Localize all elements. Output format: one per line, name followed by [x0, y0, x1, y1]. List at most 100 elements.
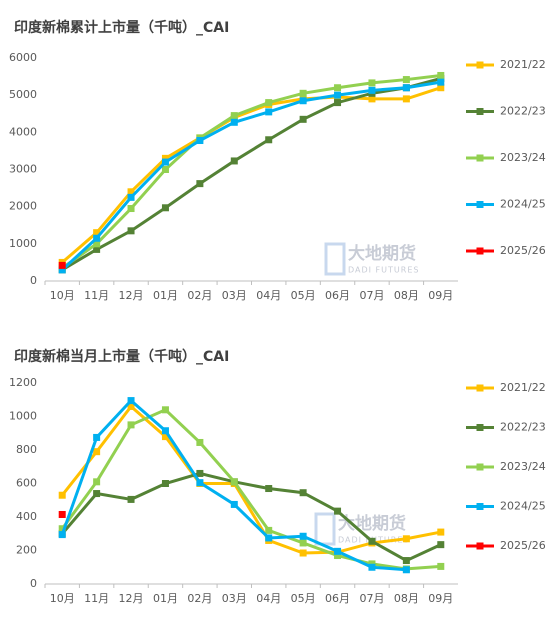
y-tick-label: 4000 [9, 125, 37, 138]
point [299, 539, 307, 547]
x-tick-label: 02月 [187, 592, 212, 605]
point [402, 535, 410, 543]
y-tick-label: 0 [30, 274, 37, 287]
x-tick-label: 05月 [291, 289, 316, 302]
point [437, 78, 445, 86]
point [127, 402, 135, 410]
watermark: 大地期货 [348, 243, 416, 264]
legend-marker [476, 247, 484, 255]
y-tick-label: 800 [16, 443, 37, 456]
point [334, 84, 342, 92]
legend-marker [476, 384, 484, 392]
legend-label: 2021/22 [500, 58, 546, 71]
point [161, 406, 169, 414]
legend-marker [476, 154, 484, 162]
point [230, 157, 238, 165]
legend-marker [476, 503, 484, 510]
y-tick-label: 0 [30, 577, 37, 590]
point [265, 108, 273, 116]
point [437, 84, 445, 92]
point [368, 79, 376, 87]
x-tick-label: 10月 [50, 289, 75, 302]
point [127, 188, 135, 196]
x-tick-label: 04月 [256, 592, 281, 605]
point [230, 118, 238, 126]
point [161, 480, 169, 487]
point [299, 97, 307, 105]
point [196, 469, 204, 477]
point [437, 541, 445, 549]
point [93, 229, 101, 237]
point [230, 478, 238, 486]
point [230, 500, 238, 508]
x-tick-label: 06月 [325, 592, 350, 605]
series-line [60, 408, 441, 571]
point [368, 537, 376, 545]
point [196, 479, 204, 487]
x-tick-label: 01月 [153, 592, 178, 605]
legend-label: 2022/23 [500, 105, 546, 118]
watermark-sub: DADI FUTURES [348, 266, 419, 275]
y-tick-label: 2000 [9, 200, 37, 213]
x-tick-label: 08月 [394, 289, 419, 302]
point [299, 549, 307, 557]
series-line [61, 86, 442, 264]
y-tick-label: 1000 [9, 410, 37, 423]
y-tick-label: 200 [16, 544, 37, 557]
point [334, 99, 342, 107]
point [437, 71, 445, 79]
point [161, 166, 169, 173]
point [58, 525, 66, 533]
point [161, 154, 169, 162]
point [127, 193, 135, 201]
point [334, 507, 342, 515]
x-tick-label: 12月 [119, 289, 144, 302]
point [127, 205, 135, 213]
x-tick-label: 08月 [394, 592, 419, 605]
point [93, 240, 101, 248]
legend-label: 2025/26 [500, 539, 546, 552]
y-tick-label: 400 [16, 510, 37, 523]
y-tick-label: 6000 [9, 51, 37, 64]
point [265, 485, 273, 493]
y-tick-label: 5000 [9, 88, 37, 101]
point [402, 76, 410, 84]
x-tick-label: 06月 [325, 289, 350, 302]
legend-marker [476, 201, 484, 208]
x-tick-label: 09月 [428, 289, 453, 302]
chart-title: 印度新棉当月上市量（千吨）_CAI [14, 348, 229, 365]
point [58, 531, 66, 539]
point [299, 532, 307, 540]
point [299, 489, 307, 497]
y-tick-label: 1200 [9, 376, 37, 389]
x-tick-label: 03月 [222, 289, 247, 302]
legend-label: 2023/24 [500, 151, 546, 164]
point [402, 84, 410, 92]
legend-label: 2023/24 [500, 460, 546, 473]
watermark-logo [314, 512, 336, 546]
point [230, 112, 238, 120]
x-tick-label: 02月 [187, 289, 212, 302]
point [161, 204, 169, 212]
x-tick-label: 05月 [291, 592, 316, 605]
point [368, 86, 376, 94]
x-tick-label: 01月 [153, 289, 178, 302]
series-line [61, 76, 442, 272]
point [127, 495, 135, 503]
x-tick-label: 04月 [256, 289, 281, 302]
point [334, 547, 342, 555]
point [402, 557, 410, 565]
series-line [61, 73, 441, 270]
point [127, 227, 135, 235]
legend-label: 2024/25 [500, 500, 546, 513]
legend-label: 2021/22 [500, 381, 546, 394]
point [368, 95, 376, 103]
watermark-logo [324, 242, 346, 276]
y-tick-label: 3000 [9, 163, 37, 176]
point [265, 136, 273, 144]
y-tick-label: 600 [16, 477, 37, 490]
y-tick-label: 1000 [9, 237, 37, 250]
series-line [61, 404, 442, 555]
legend-label: 2022/23 [500, 421, 546, 434]
